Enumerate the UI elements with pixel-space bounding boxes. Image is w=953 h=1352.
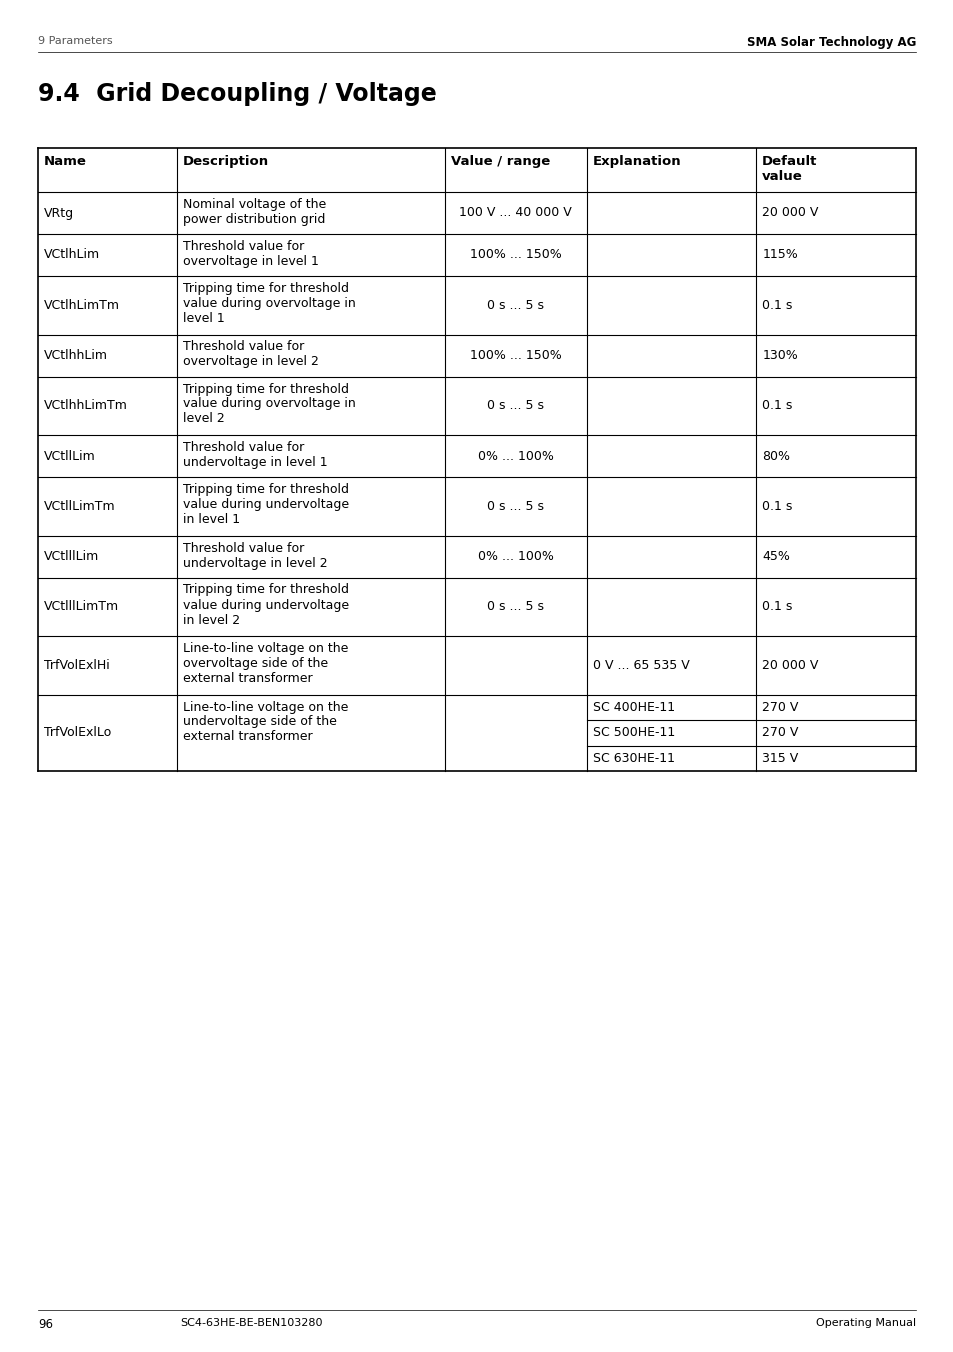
Text: Default
value: Default value	[761, 155, 817, 183]
Text: VCtllLimTm: VCtllLimTm	[44, 500, 115, 512]
Text: 270 V: 270 V	[761, 726, 798, 740]
Text: Nominal voltage of the
power distribution grid: Nominal voltage of the power distributio…	[183, 197, 326, 226]
Text: SMA Solar Technology AG: SMA Solar Technology AG	[746, 37, 915, 49]
Text: 0.1 s: 0.1 s	[761, 399, 792, 412]
Text: 0 s ... 5 s: 0 s ... 5 s	[487, 600, 543, 614]
Text: SC 400HE-11: SC 400HE-11	[592, 700, 674, 714]
Text: Tripping time for threshold
value during undervoltage
in level 2: Tripping time for threshold value during…	[183, 584, 349, 626]
Text: 100% ... 150%: 100% ... 150%	[469, 249, 561, 261]
Text: Threshold value for
undervoltage in level 2: Threshold value for undervoltage in leve…	[183, 542, 327, 569]
Text: Threshold value for
overvoltage in level 2: Threshold value for overvoltage in level…	[183, 341, 318, 369]
Text: SC 630HE-11: SC 630HE-11	[592, 752, 674, 765]
Text: 45%: 45%	[761, 550, 789, 562]
Text: 9 Parameters: 9 Parameters	[38, 37, 112, 46]
Text: 130%: 130%	[761, 349, 797, 362]
Text: 0.1 s: 0.1 s	[761, 600, 792, 614]
Text: Operating Manual: Operating Manual	[815, 1318, 915, 1328]
Text: VCtlhLimTm: VCtlhLimTm	[44, 299, 120, 312]
Text: Tripping time for threshold
value during overvoltage in
level 2: Tripping time for threshold value during…	[183, 383, 355, 426]
Text: Name: Name	[44, 155, 87, 168]
Text: SC 500HE-11: SC 500HE-11	[592, 726, 675, 740]
Text: 100% ... 150%: 100% ... 150%	[469, 349, 561, 362]
Text: 0 s ... 5 s: 0 s ... 5 s	[487, 500, 543, 512]
Text: 0.1 s: 0.1 s	[761, 299, 792, 312]
Text: 100 V ... 40 000 V: 100 V ... 40 000 V	[458, 207, 572, 219]
Text: 315 V: 315 V	[761, 752, 798, 765]
Text: VCtllLim: VCtllLim	[44, 449, 95, 462]
Text: 0% ... 100%: 0% ... 100%	[477, 550, 553, 562]
Text: 96: 96	[38, 1318, 53, 1330]
Text: VCtlhhLimTm: VCtlhhLimTm	[44, 399, 128, 412]
Text: 20 000 V: 20 000 V	[761, 658, 818, 672]
Text: Explanation: Explanation	[592, 155, 680, 168]
Text: 20 000 V: 20 000 V	[761, 207, 818, 219]
Text: Tripping time for threshold
value during undervoltage
in level 1: Tripping time for threshold value during…	[183, 483, 349, 526]
Text: TrfVolExlLo: TrfVolExlLo	[44, 726, 112, 740]
Text: 0 s ... 5 s: 0 s ... 5 s	[487, 399, 543, 412]
Text: 0 V ... 65 535 V: 0 V ... 65 535 V	[592, 658, 689, 672]
Text: TrfVolExlHi: TrfVolExlHi	[44, 658, 110, 672]
Text: 0% ... 100%: 0% ... 100%	[477, 449, 553, 462]
Text: VRtg: VRtg	[44, 207, 74, 219]
Text: 115%: 115%	[761, 249, 797, 261]
Text: Threshold value for
overvoltage in level 1: Threshold value for overvoltage in level…	[183, 241, 318, 268]
Text: 0 s ... 5 s: 0 s ... 5 s	[487, 299, 543, 312]
Text: Threshold value for
undervoltage in level 1: Threshold value for undervoltage in leve…	[183, 441, 327, 469]
Text: VCtlllLimTm: VCtlllLimTm	[44, 600, 119, 614]
Text: 80%: 80%	[761, 449, 789, 462]
Text: Line-to-line voltage on the
overvoltage side of the
external transformer: Line-to-line voltage on the overvoltage …	[183, 642, 348, 685]
Text: 0.1 s: 0.1 s	[761, 500, 792, 512]
Text: Line-to-line voltage on the
undervoltage side of the
external transformer: Line-to-line voltage on the undervoltage…	[183, 700, 348, 744]
Text: 270 V: 270 V	[761, 700, 798, 714]
Text: Description: Description	[183, 155, 269, 168]
Text: VCtlhhLim: VCtlhhLim	[44, 349, 108, 362]
Text: VCtlllLim: VCtlllLim	[44, 550, 99, 562]
Text: SC4-63HE-BE-BEN103280: SC4-63HE-BE-BEN103280	[180, 1318, 322, 1328]
Text: Tripping time for threshold
value during overvoltage in
level 1: Tripping time for threshold value during…	[183, 283, 355, 324]
Text: VCtlhLim: VCtlhLim	[44, 249, 100, 261]
Text: Value / range: Value / range	[450, 155, 549, 168]
Text: 9.4  Grid Decoupling / Voltage: 9.4 Grid Decoupling / Voltage	[38, 82, 436, 105]
